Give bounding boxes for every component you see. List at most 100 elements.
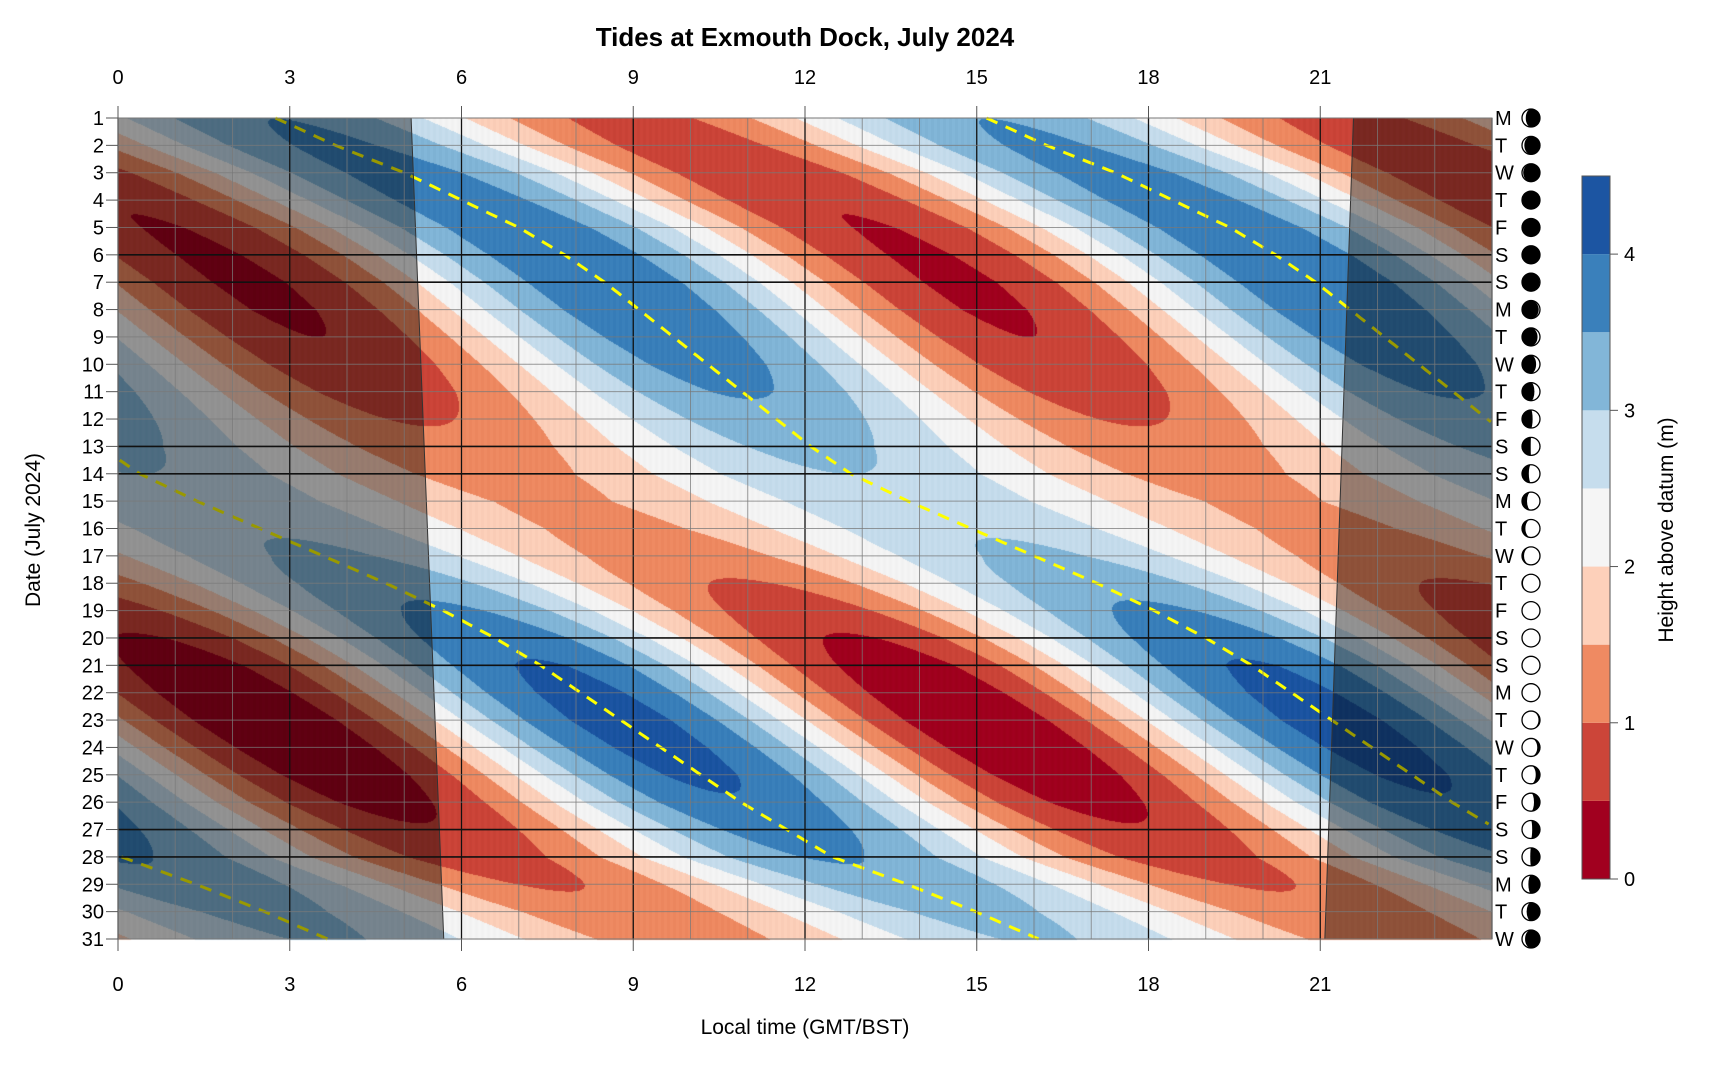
- colorbar-band: [1582, 722, 1610, 801]
- y-tick-label: 3: [93, 163, 104, 185]
- moon-phase-icon: [1521, 710, 1541, 730]
- weekday-label: W: [1495, 929, 1514, 951]
- colorbar-band: [1582, 410, 1610, 489]
- high-water-line: [274, 116, 1490, 826]
- moon-shadow: [1522, 437, 1531, 456]
- weekday-label: M: [1495, 491, 1512, 513]
- y-tick-label: 4: [93, 190, 104, 212]
- colorbar-band: [1582, 644, 1610, 723]
- x-tick-label-bottom: 18: [1137, 974, 1159, 996]
- y-tick-label: 11: [83, 382, 104, 404]
- weekday-label: S: [1495, 436, 1508, 458]
- high-water-lines: [118, 116, 1492, 941]
- y-tick-label: 1: [93, 108, 104, 130]
- colorbar-band: [1582, 800, 1610, 879]
- y-tick-label: 26: [82, 792, 104, 814]
- x-tick-label-bottom: 9: [628, 974, 639, 996]
- y-tick-label: 9: [93, 327, 104, 349]
- weekday-label: S: [1495, 245, 1508, 267]
- y-tick-label: 17: [82, 546, 104, 568]
- colorbar-tick-label: 2: [1624, 557, 1635, 579]
- moon-shadow: [1522, 273, 1540, 292]
- moon-phase-icon: [1521, 354, 1541, 374]
- colorbar-tick-label: 3: [1624, 400, 1635, 422]
- moon-phase-icon: [1521, 409, 1541, 429]
- moon-phase-icon: [1521, 327, 1541, 347]
- y-tick-label: 19: [82, 601, 104, 623]
- axes: 0033669912121515181821211234567891011121…: [82, 67, 1332, 996]
- weekday-label: T: [1495, 902, 1507, 924]
- moon-shadow: [1530, 847, 1540, 866]
- y-tick-label: 30: [82, 902, 104, 924]
- weekday-label: W: [1495, 163, 1514, 185]
- y-tick-label: 23: [82, 710, 104, 732]
- y-tick-label: 18: [82, 573, 104, 595]
- moon-shadow: [1528, 875, 1540, 894]
- moon-shadow: [1531, 765, 1540, 784]
- moon-shadow: [1526, 902, 1540, 921]
- moon-shadow: [1522, 327, 1538, 346]
- moon-shadow: [1531, 711, 1540, 730]
- weekday-label: T: [1495, 765, 1507, 787]
- moon-shadow: [1522, 355, 1537, 374]
- moon-phase-icon: [1521, 217, 1541, 238]
- x-axis-label: Local time (GMT/BST): [701, 1016, 910, 1039]
- y-tick-label: 6: [93, 245, 104, 267]
- x-tick-label-top: 9: [628, 67, 639, 89]
- y-tick-label: 29: [82, 874, 104, 896]
- moon-phase-icon: [1521, 135, 1541, 156]
- y-tick-label: 5: [93, 217, 104, 239]
- x-tick-label-top: 21: [1309, 67, 1331, 89]
- y-tick-label: 8: [93, 300, 104, 322]
- moon-shadow: [1522, 245, 1540, 264]
- x-tick-label-top: 6: [456, 67, 467, 89]
- x-tick-label-bottom: 0: [112, 974, 123, 996]
- high-water-line: [120, 855, 329, 941]
- y-tick-label: 22: [82, 683, 104, 705]
- moon-phase-icon: [1521, 655, 1541, 675]
- moon-phase-icon: [1521, 874, 1541, 894]
- colorbar-border: [1581, 175, 1611, 880]
- moon-phase-icon: [1521, 436, 1541, 457]
- weekday-label: S: [1495, 628, 1508, 650]
- colorbar-label: Height above datum (m): [1655, 417, 1678, 642]
- moon-shadow: [1523, 163, 1540, 182]
- moon-shadow: [1522, 546, 1531, 565]
- high-water-line: [985, 116, 1492, 423]
- y-tick-label: 14: [82, 464, 104, 486]
- colorbar-tick-label: 0: [1624, 869, 1635, 891]
- colorbar-band: [1582, 566, 1610, 645]
- weekday-label: W: [1495, 354, 1514, 376]
- x-tick-label-bottom: 21: [1309, 974, 1331, 996]
- x-tick-label-top: 3: [284, 67, 295, 89]
- moon-phase-icon: [1521, 819, 1541, 840]
- moon-phase-icon: [1521, 546, 1541, 566]
- moon-disc: [1521, 655, 1541, 675]
- weekday-label: T: [1495, 382, 1507, 404]
- moon-shadow: [1522, 218, 1540, 237]
- weekday-label: T: [1495, 327, 1507, 349]
- moon-shadow: [1531, 820, 1540, 839]
- moon-shadow: [1522, 464, 1531, 483]
- moon-phase-icon: [1521, 245, 1541, 265]
- moon-phase-icon: [1521, 382, 1541, 402]
- colorbar-band: [1582, 488, 1610, 567]
- moon-shadow: [1525, 930, 1540, 948]
- moon-phase-icon: [1521, 299, 1541, 320]
- moon-phase-icon: [1521, 464, 1541, 484]
- weekday-label: F: [1495, 217, 1507, 239]
- colorbar: 0 1 2 3 4: [1581, 175, 1635, 891]
- moon-shadow: [1522, 492, 1531, 511]
- colorbar-band: [1582, 332, 1610, 411]
- high-water-line: [118, 458, 1040, 941]
- y-tick-label: 31: [82, 929, 104, 951]
- moon-phase-icon: [1521, 190, 1541, 210]
- weekday-label: S: [1495, 272, 1508, 294]
- moon-shadow: [1531, 738, 1540, 757]
- colorbar-band: [1582, 176, 1610, 255]
- moon-phase-icon: [1521, 491, 1541, 511]
- x-tick-label-top: 18: [1137, 67, 1159, 89]
- y-axis-label: Date (July 2024): [22, 453, 45, 607]
- weekday-label: W: [1495, 737, 1514, 759]
